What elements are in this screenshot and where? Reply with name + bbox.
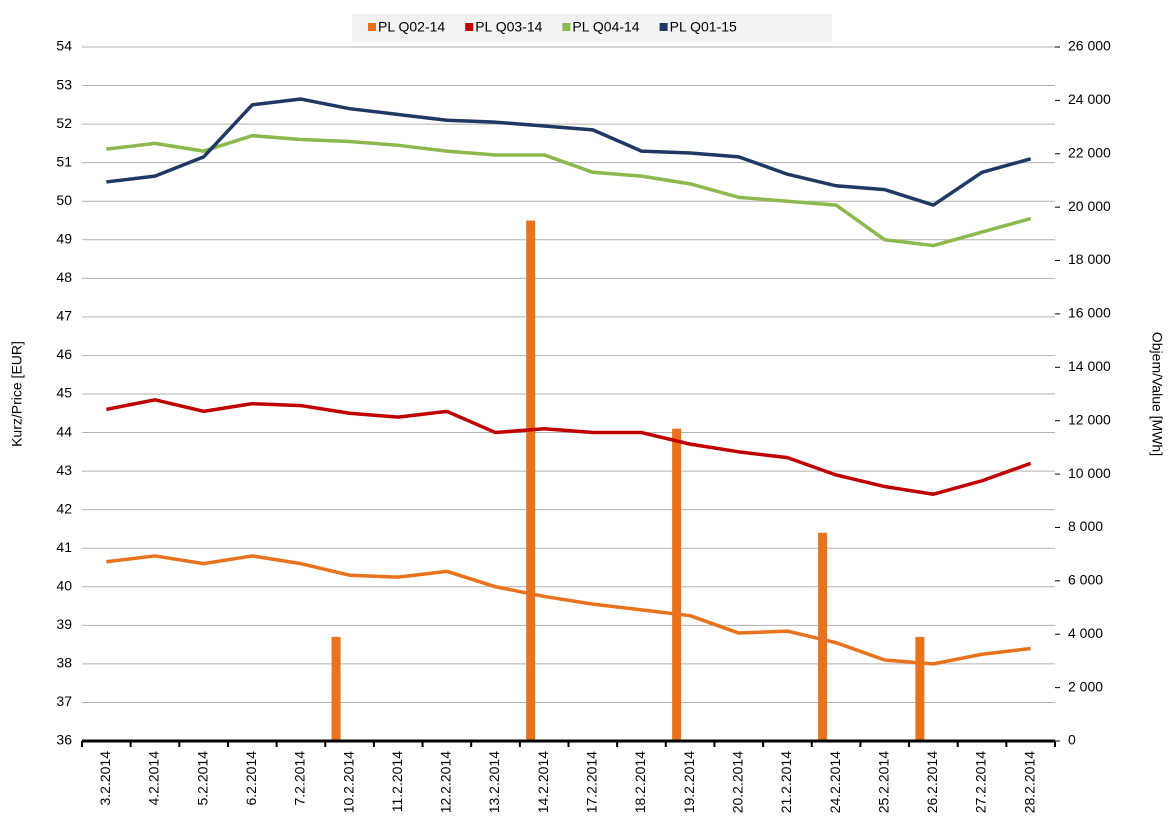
y-tick-label: 44 bbox=[56, 423, 72, 439]
x-tick-label: 20.2.2014 bbox=[729, 751, 745, 813]
x-tick-label: 13.2.2014 bbox=[486, 751, 502, 813]
legend-swatch bbox=[465, 23, 474, 31]
volume-bar bbox=[526, 220, 536, 741]
y-tick-label: 50 bbox=[56, 192, 72, 208]
y-tick-label: 45 bbox=[56, 385, 72, 401]
y-tick-label: 52 bbox=[56, 115, 72, 131]
y-tick-label: 43 bbox=[56, 462, 72, 478]
legend-swatch bbox=[562, 23, 571, 31]
y-tick-label: 49 bbox=[56, 230, 72, 246]
series-line bbox=[106, 97, 1032, 207]
y2-tick-label: 2 000 bbox=[1068, 678, 1103, 694]
volume-bar bbox=[818, 532, 828, 741]
volume-bar bbox=[331, 636, 341, 741]
y-tick-label: 46 bbox=[56, 346, 72, 362]
y2-tick-label: 16 000 bbox=[1068, 305, 1111, 321]
series-line bbox=[106, 133, 1032, 248]
y2-tick-label: 10 000 bbox=[1068, 465, 1111, 481]
y-tick-label: 36 bbox=[56, 732, 72, 748]
x-tick-label: 26.2.2014 bbox=[924, 751, 940, 813]
y-tick-label: 51 bbox=[56, 153, 72, 169]
y-tick-label: 40 bbox=[56, 577, 72, 593]
legend-label: PL Q02-14 bbox=[378, 19, 445, 35]
x-tick-label: 11.2.2014 bbox=[389, 751, 405, 812]
x-tick-label: 25.2.2014 bbox=[875, 751, 891, 813]
y2-tick-label: 12 000 bbox=[1068, 411, 1111, 427]
y-tick-label: 37 bbox=[56, 693, 72, 709]
x-tick-label: 4.2.2014 bbox=[146, 751, 162, 806]
x-tick-label: 3.2.2014 bbox=[97, 751, 113, 806]
y-tick-label: 54 bbox=[56, 38, 72, 54]
y2-tick-label: 24 000 bbox=[1068, 91, 1111, 107]
legend-label: PL Q03-14 bbox=[475, 19, 542, 35]
x-tick-label: 27.2.2014 bbox=[973, 751, 989, 813]
legend-label: PL Q01-15 bbox=[670, 19, 737, 35]
legend-swatch bbox=[368, 23, 376, 31]
y-tick-label: 47 bbox=[56, 308, 72, 324]
x-tick-label: 5.2.2014 bbox=[194, 751, 210, 806]
x-tick-label: 17.2.2014 bbox=[584, 751, 600, 813]
volume-bar bbox=[915, 636, 925, 741]
y2-tick-label: 14 000 bbox=[1068, 358, 1111, 374]
x-tick-label: 7.2.2014 bbox=[292, 751, 308, 806]
x-tick-label: 10.2.2014 bbox=[340, 751, 356, 813]
x-tick-label: 12.2.2014 bbox=[438, 751, 454, 813]
y2-tick-label: 20 000 bbox=[1068, 198, 1111, 214]
volume-bar bbox=[672, 428, 682, 741]
y2-tick-label: 26 000 bbox=[1068, 38, 1111, 54]
series-line bbox=[106, 554, 1031, 666]
legend-swatch bbox=[659, 23, 668, 31]
y2-tick-label: 0 bbox=[1068, 732, 1076, 748]
x-tick-label: 18.2.2014 bbox=[632, 751, 648, 813]
y2-tick-label: 22 000 bbox=[1068, 144, 1111, 160]
y2-tick-label: 6 000 bbox=[1068, 572, 1103, 588]
y-tick-label: 39 bbox=[56, 616, 72, 632]
y-tick-label: 38 bbox=[56, 655, 72, 671]
y2-axis-label: Objem/Value [MWh] bbox=[1149, 332, 1165, 456]
y-tick-label: 53 bbox=[56, 76, 72, 92]
x-tick-label: 6.2.2014 bbox=[243, 751, 259, 806]
x-tick-label: 24.2.2014 bbox=[827, 751, 843, 813]
y2-tick-label: 8 000 bbox=[1068, 518, 1103, 534]
legend-box bbox=[352, 14, 832, 42]
x-tick-label: 19.2.2014 bbox=[681, 751, 697, 813]
y-tick-label: 41 bbox=[56, 539, 72, 555]
x-tick-label: 21.2.2014 bbox=[778, 751, 794, 813]
x-tick-label: 14.2.2014 bbox=[535, 751, 551, 813]
series-line bbox=[105, 398, 1032, 496]
legend-label: PL Q04-14 bbox=[572, 19, 639, 35]
legend: PL Q02-14 PL Q03-14 PL Q04-14 PL Q01-15 bbox=[352, 14, 832, 42]
x-tick-label: 28.2.2014 bbox=[1021, 751, 1037, 813]
y-tick-label: 42 bbox=[56, 500, 72, 516]
y2-tick-label: 18 000 bbox=[1068, 251, 1111, 267]
y-axis-label: Kurz/Price [EUR] bbox=[9, 341, 25, 447]
y-tick-label: 48 bbox=[56, 269, 72, 285]
y2-tick-label: 4 000 bbox=[1068, 625, 1103, 641]
